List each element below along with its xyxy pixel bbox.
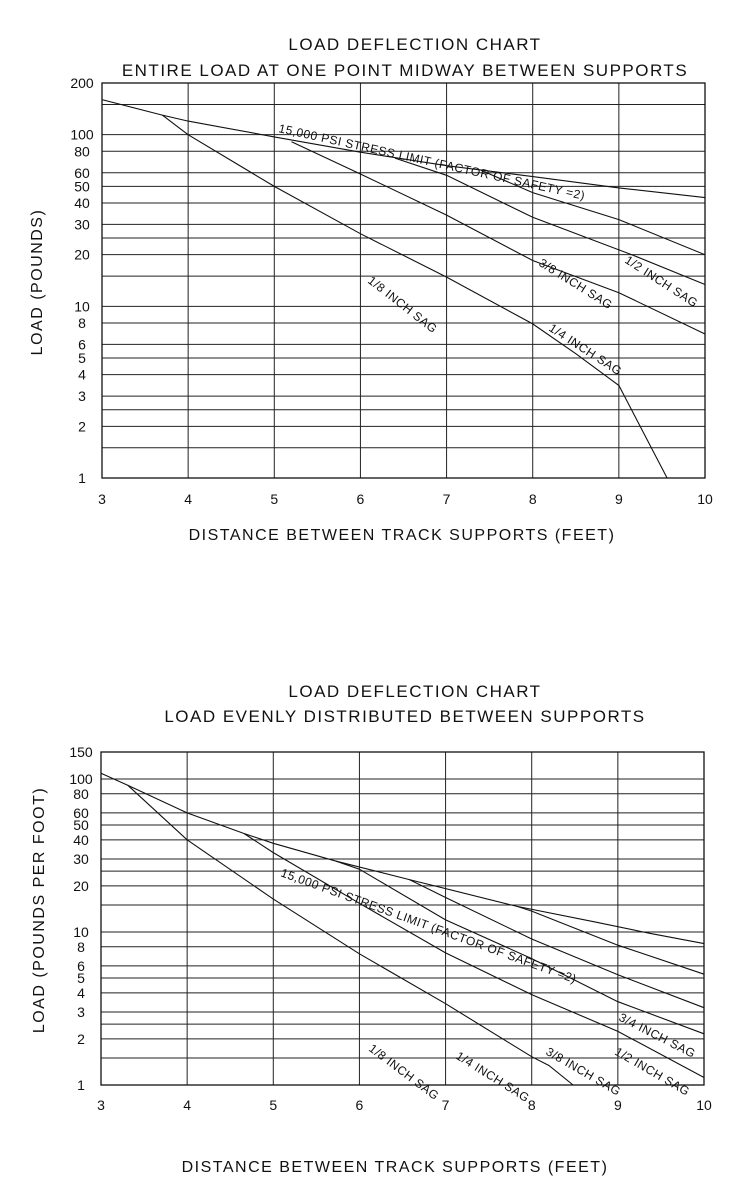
x-tick-label: 5: [269, 1097, 277, 1113]
y-tick-label: 6: [77, 958, 85, 974]
y-tick-label: 2: [78, 418, 86, 434]
y-tick-label: 6: [78, 336, 86, 352]
x-tick-label: 10: [697, 491, 713, 507]
series-label: 1/8 INCH SAG: [366, 1041, 442, 1103]
chart-point-load: LOAD DEFLECTION CHART ENTIRE LOAD AT ONE…: [29, 35, 713, 544]
series-label: 15,000 PSI STRESS LIMIT (FACTOR OF SAFET…: [279, 866, 578, 986]
y-tick-label: 3: [77, 1004, 85, 1020]
y-tick-label: 20: [73, 878, 89, 894]
series-line: [394, 157, 706, 286]
series-label: 1/4 INCH SAG: [546, 321, 624, 379]
series-line: [127, 784, 574, 1086]
y-tick-label: 5: [77, 970, 85, 986]
x-tick-label: 9: [614, 1097, 622, 1113]
series-line: [409, 879, 705, 1009]
y-tick-label: 30: [74, 216, 90, 232]
y-tick-label: 80: [73, 786, 89, 802]
x-tick-label: 8: [529, 491, 537, 507]
y-tick-label: 5: [78, 350, 86, 366]
x-tick-label: 10: [696, 1097, 712, 1113]
series-line: [291, 141, 706, 335]
y-tick-label: 4: [77, 985, 85, 1001]
y-tick-label: 100: [70, 127, 94, 143]
series-line: [101, 99, 706, 199]
y-tick-label: 10: [73, 924, 89, 940]
y-tick-label: 60: [73, 805, 89, 821]
plot-frame: [100, 751, 705, 1086]
y-tick-label: 4: [78, 367, 86, 383]
y-tick-label: 40: [74, 195, 90, 211]
y-tick-label: 40: [73, 832, 89, 848]
y-tick-label: 8: [77, 939, 85, 955]
series-line: [480, 169, 706, 256]
y-tick-label: 200: [70, 75, 94, 91]
y-tick-label: 20: [74, 247, 90, 263]
series-line: [243, 833, 705, 1078]
y-tick-label: 8: [78, 315, 86, 331]
y-tick-label: 50: [74, 178, 90, 194]
chart-subtitle: LOAD EVENLY DISTRIBUTED BETWEEN SUPPORTS: [164, 707, 645, 726]
y-tick-label: 150: [69, 744, 93, 760]
series-label: 1/8 INCH SAG: [365, 273, 440, 336]
series-label: 3/8 INCH SAG: [536, 256, 615, 312]
x-tick-label: 8: [528, 1097, 536, 1113]
y-tick-label: 1: [77, 1077, 85, 1093]
x-tick-label: 9: [615, 491, 623, 507]
x-axis-label: DISTANCE BETWEEN TRACK SUPPORTS (FEET): [182, 1159, 609, 1176]
x-tick-label: 7: [443, 491, 451, 507]
chart-title: LOAD DEFLECTION CHART: [288, 682, 541, 701]
plot-frame: [101, 82, 706, 479]
series-label: 1/4 INCH SAG: [453, 1049, 532, 1105]
y-axis-label: LOAD (POUNDS PER FOOT): [31, 787, 48, 1033]
x-tick-label: 5: [270, 491, 278, 507]
series-line: [516, 905, 705, 975]
y-tick-label: 80: [74, 143, 90, 159]
series-label: 15,000 PSI STRESS LIMIT (FACTOR OF SAFET…: [277, 121, 586, 203]
x-axis-label: DISTANCE BETWEEN TRACK SUPPORTS (FEET): [189, 527, 616, 544]
y-tick-label: 2: [77, 1031, 85, 1047]
x-tick-label: 6: [357, 491, 365, 507]
y-tick-label: 10: [74, 298, 90, 314]
series-line: [336, 860, 705, 1035]
y-tick-label: 60: [74, 165, 90, 181]
y-tick-label: 30: [73, 851, 89, 867]
series-label: 3/8 INCH SAG: [544, 1044, 624, 1098]
series-label: 1/2 INCH SAG: [622, 253, 700, 311]
y-tick-label: 100: [69, 771, 93, 787]
y-tick-label: 50: [73, 817, 89, 833]
x-tick-label: 3: [98, 491, 106, 507]
chart-title: LOAD DEFLECTION CHART: [288, 35, 541, 54]
y-tick-label: 1: [78, 470, 86, 486]
chart-subtitle: ENTIRE LOAD AT ONE POINT MIDWAY BETWEEN …: [122, 61, 688, 80]
series-line: [161, 114, 668, 479]
chart-distributed-load: LOAD DEFLECTION CHART LOAD EVENLY DISTRI…: [31, 682, 712, 1176]
y-axis-label: LOAD (POUNDS): [29, 209, 46, 356]
x-tick-label: 4: [184, 491, 192, 507]
x-tick-label: 4: [183, 1097, 191, 1113]
x-tick-label: 6: [356, 1097, 364, 1113]
x-tick-label: 7: [442, 1097, 450, 1113]
x-tick-label: 3: [97, 1097, 105, 1113]
y-tick-label: 3: [78, 388, 86, 404]
